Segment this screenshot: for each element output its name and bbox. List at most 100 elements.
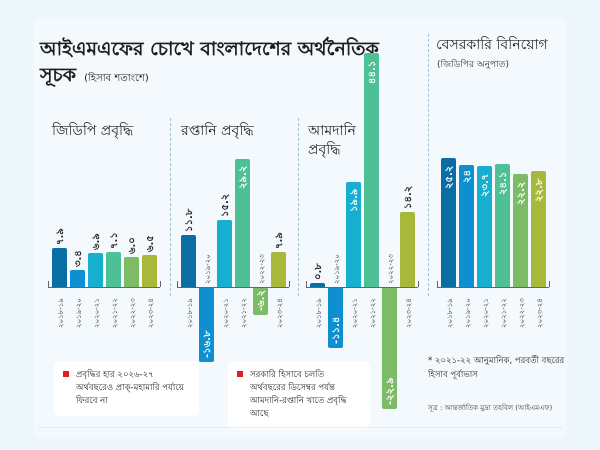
bar-value-label: ২৫.২ [444, 165, 455, 190]
note-text: প্রবৃদ্ধির হার ২০২৬-২৭ অর্থবছরেও প্রাক্-… [76, 370, 184, 406]
year-label: ২০২০-২১ [93, 298, 101, 328]
bar-value-label: ৬.০ [127, 237, 138, 254]
bar [70, 270, 85, 287]
bar-value-label: ১৪.২ [403, 185, 414, 209]
x-axis [306, 287, 418, 288]
bar-value-label: ৩.৪ [73, 250, 84, 267]
bar-value-label: ২৯.২ [238, 166, 249, 190]
panel-subtitle-private-investment: (জিডিপির অনুপাত) [437, 60, 509, 70]
axis-tick [306, 281, 307, 287]
source-credit: সূত্র : আন্তর্জাতিক মুদ্রা তহবিল (আইএমএফ… [428, 404, 553, 412]
bar [531, 170, 546, 287]
panel-title-private-investment: বেসরকারি বিনিয়োগ [436, 37, 548, 53]
bar [364, 53, 379, 287]
bar-value-label: ৬.৫ [145, 234, 156, 252]
bar-value-label: ৭.৯ [274, 232, 285, 250]
year-label: ২০২১-২২ [240, 298, 248, 328]
axis-tick [48, 281, 49, 287]
red-square-bullet-icon [63, 371, 69, 377]
bar-value-label: ১১.৮ [184, 208, 195, 233]
x-axis [437, 287, 549, 288]
bar [124, 257, 139, 287]
year-label: ২০২৩-২৪ [405, 298, 413, 328]
bar-value-label: ২২.২ [516, 181, 527, 205]
year-label: ২০২২-২৩ [129, 298, 137, 328]
bar [88, 252, 103, 287]
axis-tick [177, 281, 178, 287]
bar-value-label: -১৬.৮ [202, 330, 213, 358]
bar [310, 282, 325, 287]
year-label: ২০২১-২২ [369, 298, 377, 328]
year-label: ২০২০-২১ [482, 298, 490, 328]
title-main: আইএমএফের চোখে বাংলাদেশের অর্থনৈতিক সূচক [40, 38, 379, 86]
note-text: সরকারি হিসাবে চলতি অর্থবছরের ডিসেম্বর পর… [250, 370, 347, 419]
x-axis [177, 287, 289, 288]
year-label: ২০১৮-১৯ [315, 298, 323, 328]
note-gdp: প্রবৃদ্ধির হার ২০২৬-২৭ অর্থবছরেও প্রাক্-… [54, 361, 199, 416]
bar [235, 158, 250, 287]
bar [217, 220, 232, 287]
red-square-bullet-icon [237, 371, 243, 377]
bar-value-label: ২৩.৭ [480, 173, 491, 197]
year-label: ২০২০-২১ [222, 298, 230, 328]
bar [52, 247, 67, 287]
bar-value-label: ৭.১ [109, 231, 120, 249]
panel-title-imports: আমদানি প্রবৃদ্ধি [308, 123, 356, 158]
bar-value-label: -২২.৯ [385, 377, 396, 406]
bar [181, 235, 196, 287]
bar [477, 166, 492, 287]
axis-tick [160, 281, 161, 287]
panel-separator [170, 118, 171, 296]
panel-title-exports: রপ্তানি প্রবৃদ্ধি [181, 123, 254, 139]
title-unit: (হিসাব শতাংশে) [84, 73, 149, 84]
panel-separator [428, 34, 429, 296]
footnote: * ২০২১-২২ আনুমানিক, পরবর্তী বছরের হিসাব … [428, 356, 565, 380]
bar-value-label: -১১.৪ [331, 316, 342, 345]
year-label: ২০২৩-২৪ [536, 298, 544, 328]
year-label: ২০১৯-২০ [333, 254, 341, 284]
bar [513, 173, 528, 287]
bar [400, 211, 415, 287]
chart-title: আইএমএফের চোখে বাংলাদেশের অর্থনৈতিক সূচক(… [40, 36, 420, 92]
bar [495, 164, 510, 287]
bar-value-label: ২৪ [462, 170, 473, 183]
bar-value-label: ৪৪.১ [367, 60, 378, 85]
year-label: ২০১৮-১৯ [186, 298, 194, 328]
bar-value-label: ০.৮ [313, 262, 324, 280]
bar-value-label: ১৯.৯ [349, 189, 360, 213]
bar [199, 288, 214, 362]
bar [459, 164, 474, 287]
panel-title-gdp: জিডিপি প্রবৃদ্ধি [52, 123, 134, 139]
bar [271, 252, 286, 287]
bar [346, 181, 361, 287]
note-trade: সরকারি হিসাবে চলতি অর্থবছরের ডিসেম্বর পর… [228, 361, 370, 429]
bar [328, 288, 343, 349]
axis-tick [289, 281, 290, 287]
bar [142, 254, 157, 287]
x-axis [48, 287, 160, 288]
bar [382, 288, 397, 410]
bar-value-label: ৬.৯ [91, 232, 102, 250]
axis-tick [418, 281, 419, 287]
bar-value-label: ৭.৯ [55, 227, 66, 245]
bar-value-label: ২৪.১ [498, 171, 509, 195]
bar-value-label: -৬.২ [256, 290, 267, 312]
year-label: ২০২২-২৩ [387, 254, 395, 284]
panel-separator [298, 118, 299, 296]
bar [441, 158, 456, 287]
axis-tick [549, 281, 550, 287]
bar [253, 288, 268, 316]
year-label: ২০২১-২২ [111, 298, 119, 328]
bar-value-label: ২২.৮ [534, 178, 545, 202]
divider [38, 427, 563, 428]
year-label: ২০২০-২১ [351, 298, 359, 328]
year-label: ২০২২-২৩ [258, 254, 266, 284]
year-label: ২০২৩-২৪ [276, 298, 284, 328]
year-label: ২০১৮-১৯ [57, 298, 65, 328]
year-label: ২০১৯-২০ [204, 254, 212, 284]
year-label: ২০১৯-২০ [75, 298, 83, 328]
bar-value-label: ১৫.২ [220, 193, 231, 218]
bar [106, 251, 121, 287]
axis-tick [437, 281, 438, 287]
year-label: ২০২১-২২ [500, 298, 508, 328]
